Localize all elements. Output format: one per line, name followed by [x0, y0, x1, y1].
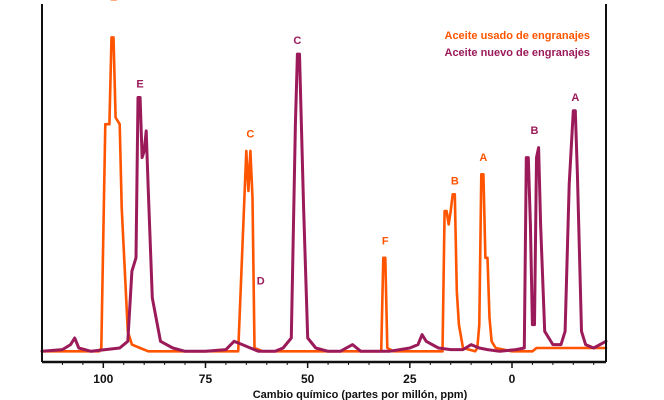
peak-label-e: E	[136, 79, 143, 91]
peak-annotations: E E C D C F B A B A	[110, 0, 579, 288]
legend-entry-used-oil: Aceite usado de engranajes	[445, 30, 591, 42]
peak-label-b: B	[451, 175, 459, 187]
x-tick-label: 75	[199, 372, 213, 386]
peak-label-f: F	[382, 235, 389, 247]
peak-label-a: A	[479, 152, 487, 164]
peak-label-c: C	[293, 35, 301, 47]
series-line-new-oil	[40, 52, 608, 353]
series-lines	[40, 36, 608, 353]
x-tick-label: 50	[301, 372, 315, 386]
peak-label-d: D	[257, 276, 265, 288]
peak-label-c: C	[246, 129, 254, 141]
axes: 100 75 50 25 0 Cambio químico (partes por mil…	[41, 4, 607, 400]
x-tick-label: 0	[509, 372, 516, 386]
legend: Aceite usado de engranajes Aceite nuevo d…	[445, 30, 591, 59]
series-line-used-oil	[40, 36, 608, 353]
x-tick-label: 25	[403, 372, 417, 386]
legend-entry-new-oil: Aceite nuevo de engranajes	[445, 47, 591, 59]
peak-label-e: E	[110, 0, 117, 4]
peak-label-b: B	[531, 125, 539, 137]
x-tick-label: 100	[93, 372, 113, 386]
peak-label-a: A	[571, 92, 579, 104]
x-axis-label: Cambio químico (partes por millón, ppm)	[253, 389, 468, 400]
